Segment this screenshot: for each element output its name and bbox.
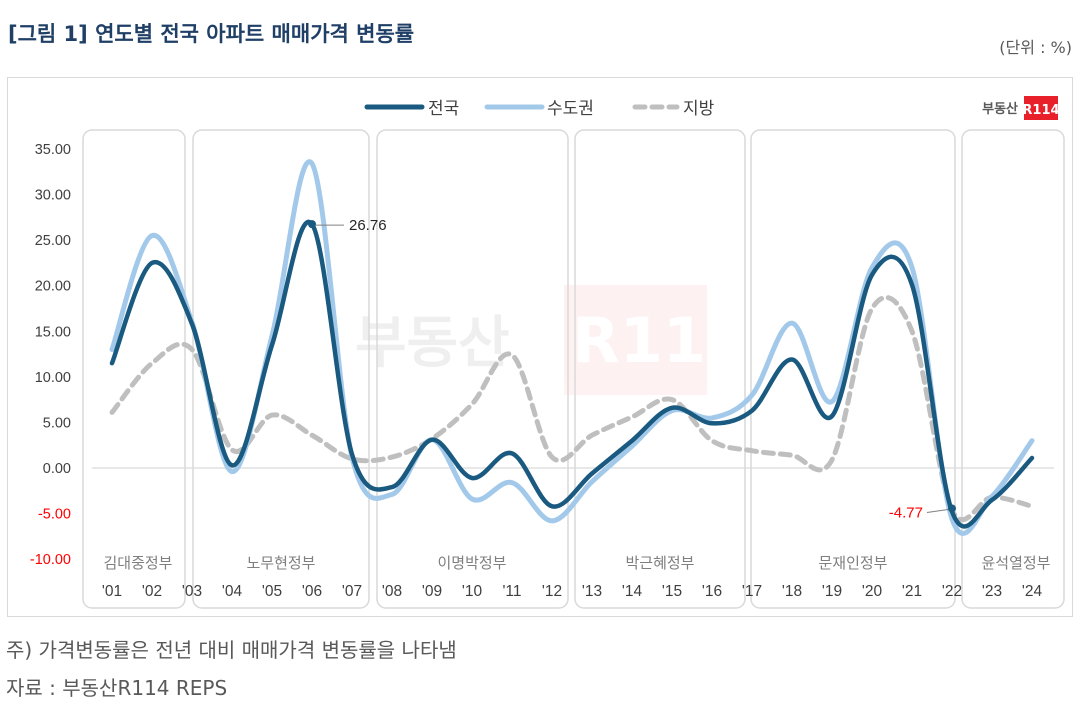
government-label: 윤석열정부 bbox=[981, 554, 1050, 572]
chart-frame bbox=[7, 77, 1073, 617]
y-tick-label: -5.00 bbox=[38, 507, 71, 523]
government-period-box bbox=[750, 129, 956, 609]
annotation-leader-line bbox=[926, 508, 949, 513]
government-period-box bbox=[192, 129, 370, 609]
x-tick-label: '01 bbox=[102, 583, 122, 600]
page-title: [그림 1] 연도별 전국 아파트 매매가격 변동률 bbox=[8, 22, 415, 46]
watermark-badge-text: R114 bbox=[572, 304, 749, 377]
x-tick-label: '09 bbox=[422, 583, 442, 600]
watermark: 부동산 R114 bbox=[355, 285, 749, 395]
x-tick-label: '07 bbox=[342, 583, 362, 600]
y-tick-label: -10.00 bbox=[30, 552, 71, 568]
series-line-지방 bbox=[109, 294, 1035, 522]
x-tick-label: '21 bbox=[902, 583, 922, 600]
x-tick-label: '05 bbox=[262, 583, 282, 600]
data-marker bbox=[948, 504, 956, 513]
x-tick-label: '03 bbox=[182, 583, 202, 600]
y-tick-label: 5.00 bbox=[43, 415, 71, 431]
series-line-전국 bbox=[109, 219, 1035, 529]
y-tick-label: 25.00 bbox=[35, 233, 71, 249]
y-tick-label: 0.00 bbox=[43, 461, 71, 477]
government-label: 문재인정부 bbox=[818, 554, 887, 572]
government-label: 이명박정부 bbox=[437, 554, 506, 572]
x-tick-label: '14 bbox=[622, 583, 643, 600]
watermark-badge bbox=[564, 285, 707, 395]
footnote: 주) 가격변동률은 전년 대비 매매가격 변동률을 나타냄 bbox=[6, 638, 457, 662]
x-tick-label: '11 bbox=[502, 583, 521, 600]
government-label: 박근혜정부 bbox=[625, 554, 694, 572]
x-tick-label: '10 bbox=[462, 583, 483, 600]
government-label: 김대중정부 bbox=[103, 554, 172, 572]
government-period-box bbox=[574, 129, 746, 609]
y-tick-label: 15.00 bbox=[35, 324, 71, 340]
data-marker bbox=[308, 220, 316, 229]
annotation-label: -4.77 bbox=[889, 504, 923, 521]
x-tick-label: '16 bbox=[702, 583, 722, 600]
x-tick-label: '04 bbox=[222, 583, 243, 600]
y-tick-label: 10.00 bbox=[35, 370, 71, 386]
unit-label: (단위 : %) bbox=[999, 38, 1072, 57]
x-tick-label: '12 bbox=[542, 583, 562, 600]
x-tick-label: '13 bbox=[582, 583, 602, 600]
x-tick-label: '18 bbox=[782, 583, 802, 600]
logo-badge bbox=[1024, 96, 1058, 120]
government-label: 노무현정부 bbox=[246, 554, 315, 572]
y-tick-label: 35.00 bbox=[35, 142, 71, 158]
x-tick-label: '17 bbox=[742, 583, 762, 600]
y-tick-label: 30.00 bbox=[35, 188, 71, 204]
x-tick-label: '22 bbox=[942, 583, 962, 600]
x-tick-label: '24 bbox=[1022, 583, 1043, 600]
x-tick-label: '23 bbox=[982, 583, 1002, 600]
x-tick-label: '08 bbox=[382, 583, 402, 600]
watermark-text: 부동산 bbox=[355, 311, 510, 376]
x-tick-label: '20 bbox=[862, 583, 883, 600]
x-tick-label: '06 bbox=[302, 583, 322, 600]
legend-label-수도권: 수도권 bbox=[547, 99, 594, 119]
x-tick-label: '15 bbox=[662, 583, 682, 600]
annotation-label: 26.76 bbox=[349, 217, 387, 234]
source-note: 자료 : 부동산R114 REPS bbox=[6, 676, 228, 700]
legend-label-지방: 지방 bbox=[683, 99, 715, 119]
government-period-box bbox=[376, 129, 569, 609]
government-period-box bbox=[82, 129, 186, 609]
x-tick-label: '19 bbox=[822, 583, 842, 600]
logo-text: 부동산 bbox=[982, 101, 1018, 117]
logo-badge-text: R114 bbox=[1022, 103, 1059, 118]
legend-label-전국: 전국 bbox=[428, 99, 459, 119]
y-tick-label: 20.00 bbox=[35, 279, 71, 295]
x-tick-label: '02 bbox=[142, 583, 162, 600]
government-period-box bbox=[961, 129, 1065, 609]
